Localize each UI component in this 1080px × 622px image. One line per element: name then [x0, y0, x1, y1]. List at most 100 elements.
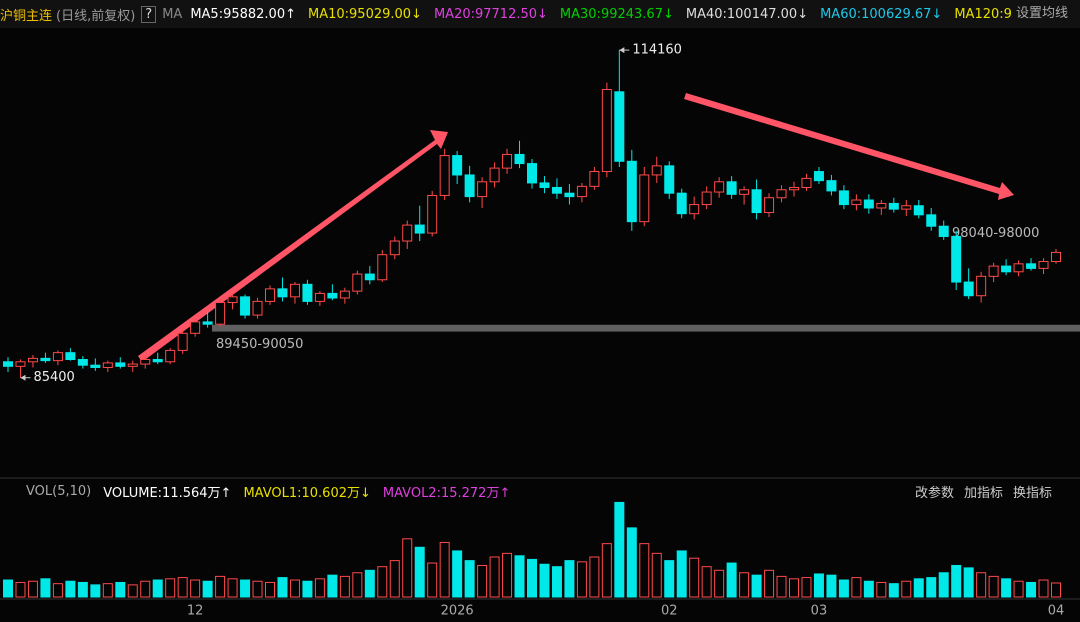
- candle-body: [838, 190, 849, 206]
- volume-bar: [614, 501, 625, 598]
- volume-bar: [1026, 581, 1037, 598]
- volume-bar: [427, 562, 438, 598]
- candle-body: [352, 273, 363, 292]
- candle-body: [265, 288, 275, 302]
- volume-bar: [215, 575, 226, 598]
- candle-body: [377, 254, 388, 281]
- volume-bar: [826, 574, 837, 598]
- volume-bar: [776, 575, 787, 598]
- candle-body: [464, 174, 475, 198]
- volume-bar: [452, 550, 463, 598]
- volume-bar: [3, 579, 13, 598]
- candle-body: [801, 177, 812, 188]
- symbol[interactable]: 沪铜主连: [0, 8, 53, 24]
- candle-body: [701, 191, 712, 206]
- volume-bar: [489, 556, 500, 598]
- x-tick-label: 12: [187, 604, 204, 619]
- volume-bar: [165, 578, 176, 598]
- ma-value: MA30:99243.67↓: [559, 6, 674, 22]
- volume-bar: [576, 561, 587, 598]
- candle-body: [626, 160, 637, 223]
- candle-body: [776, 189, 787, 199]
- candle-body: [813, 171, 824, 182]
- candle-body: [601, 89, 612, 173]
- volume-bar: [539, 563, 550, 598]
- candle-body: [926, 214, 937, 227]
- ma-settings[interactable]: 设置均线: [1011, 0, 1068, 28]
- annotation-label: 114160: [632, 43, 682, 58]
- candle-body: [314, 292, 325, 302]
- volume-bar: [265, 581, 275, 598]
- candle-body: [689, 204, 700, 215]
- candle-body: [115, 362, 126, 367]
- candle-body: [3, 361, 13, 367]
- volume-bar: [926, 577, 937, 598]
- candle-body: [190, 321, 201, 334]
- trend-arrow-down: [684, 93, 1014, 200]
- volume-bar: [1038, 579, 1049, 598]
- top-bar: 沪铜主连 (日线,前复权) ? MA MA5:95882.00↑ MA10:950…: [0, 0, 1080, 28]
- volume-bar: [651, 552, 662, 598]
- annotation-arrowhead: [20, 374, 26, 381]
- candle-body: [676, 192, 687, 215]
- x-tick-label: 02: [661, 604, 678, 619]
- volume-bar: [813, 573, 824, 598]
- volume-bar: [527, 558, 537, 598]
- volume-bar: [102, 583, 113, 598]
- candle-body: [15, 361, 26, 367]
- indicator-button[interactable]: 改参数: [914, 485, 954, 501]
- candle-body: [576, 185, 587, 198]
- volume-value: MAVOL2:15.272万↑: [382, 485, 511, 501]
- volume-bar: [676, 550, 687, 598]
- candle-body: [514, 153, 525, 165]
- volume-bar: [302, 580, 313, 598]
- ma-label[interactable]: MA: [162, 6, 183, 22]
- candle-body: [876, 202, 887, 209]
- indicator-button[interactable]: 加指标: [963, 485, 1003, 501]
- volume-bar: [564, 560, 575, 598]
- volume-bar: [551, 566, 562, 598]
- candle-body: [202, 321, 213, 325]
- volume-bar: [402, 538, 413, 598]
- x-tick-label: 03: [811, 604, 828, 619]
- volume-bar: [464, 560, 475, 598]
- volume-bar: [626, 527, 637, 598]
- candle-body: [826, 180, 837, 192]
- candle-body: [339, 290, 350, 299]
- volume-bar: [115, 581, 126, 598]
- volume-bar: [751, 574, 762, 598]
- volume-bar: [389, 560, 400, 598]
- volume-bar: [913, 578, 924, 598]
- volume-bar: [739, 572, 750, 598]
- volume-bar: [1013, 580, 1024, 598]
- indicator-button[interactable]: 换指标: [1012, 485, 1052, 501]
- volume-bar: [364, 569, 375, 598]
- candle-body: [751, 189, 762, 214]
- candle-body: [489, 167, 500, 183]
- ma-value: MA40:100147.00↓: [685, 6, 809, 22]
- candle-body: [414, 224, 425, 234]
- volume-bar: [27, 580, 38, 598]
- volume-bar: [314, 578, 325, 598]
- volume-bar: [240, 579, 251, 598]
- candle-body: [564, 192, 575, 198]
- candle-body: [452, 155, 463, 176]
- candle-body: [1001, 265, 1012, 273]
- candle-body: [1051, 251, 1061, 263]
- volume-bar: [1001, 578, 1012, 598]
- candle-body: [714, 181, 725, 193]
- volume-bar: [152, 579, 163, 598]
- help[interactable]: ?: [141, 5, 157, 23]
- candle-body: [277, 288, 288, 298]
- ma-value: MA20:97712.50↓: [433, 6, 548, 22]
- candle-body: [1038, 261, 1049, 269]
- volume-bar: [140, 580, 151, 598]
- candle-body: [901, 205, 912, 210]
- candle-body: [27, 357, 38, 363]
- ma-value: MA120:9: [954, 6, 1012, 22]
- candle-body: [888, 202, 899, 210]
- candle-body: [551, 186, 562, 194]
- volume-bar: [414, 546, 425, 598]
- candle-body: [227, 296, 238, 304]
